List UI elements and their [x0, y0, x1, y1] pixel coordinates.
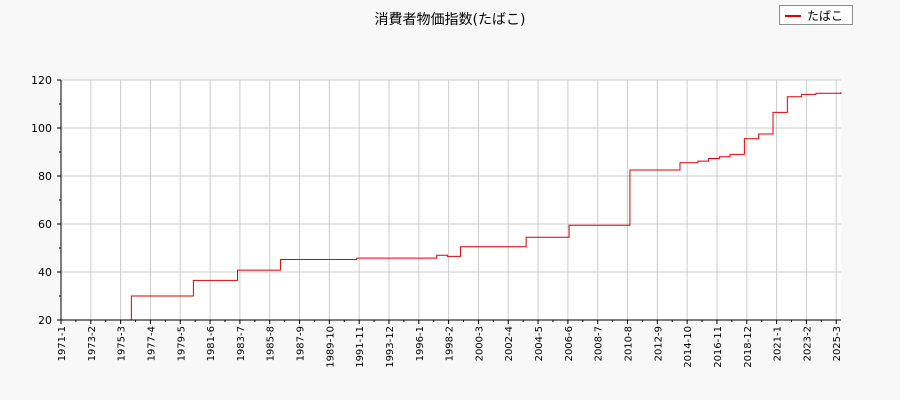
- series-line-tobacco: [61, 92, 842, 321]
- x-tick-label: 2006-6: [564, 326, 575, 361]
- x-tick-label: 2000-3: [474, 326, 485, 361]
- y-tick-label: 120: [31, 74, 52, 87]
- chart-title: 消費者物価指数(たばこ): [374, 12, 526, 28]
- y-tick-label: 20: [38, 314, 52, 327]
- x-tick-label: 2014-10: [683, 326, 694, 368]
- x-tick-label: 2002-4: [504, 326, 515, 361]
- y-tick-label: 60: [38, 218, 52, 231]
- x-tick-label: 1996-1: [415, 326, 426, 361]
- x-tick-label: 1971-1: [57, 326, 68, 361]
- x-tick-label: 1989-10: [325, 326, 336, 368]
- x-tick-label: 1993-12: [385, 326, 396, 368]
- x-tick-label: 1987-9: [296, 326, 307, 361]
- x-tick-label: 2008-7: [594, 326, 605, 361]
- x-tick-label: 2004-5: [534, 326, 545, 361]
- axes-layer: 20 40 60 80 100 120 1971-1 1973-2 1975-3 1977-4 19…: [31, 74, 843, 368]
- legend-swatch-tobacco: [785, 15, 801, 17]
- x-tick-label: 1977-4: [146, 326, 157, 361]
- legend-label-tobacco: たばこ: [807, 9, 844, 23]
- x-tick-label: 1979-5: [176, 326, 187, 361]
- x-tick-label: 1991-11: [355, 326, 366, 368]
- x-tick-label: 2010-8: [624, 326, 635, 361]
- grid-layer: [61, 79, 841, 321]
- plot-area: [61, 80, 841, 320]
- x-tick-label: 2025-3: [832, 326, 843, 361]
- y-tick-label: 100: [31, 122, 52, 135]
- y-tick-label: 80: [38, 170, 52, 183]
- x-tick-label: 1981-6: [206, 326, 217, 361]
- legend: たばこ: [779, 5, 853, 25]
- x-tick-label: 1973-2: [87, 326, 98, 361]
- y-tick-label: 40: [38, 266, 52, 279]
- x-tick-label: 2021-1: [773, 326, 784, 361]
- x-tick-label: 1998-2: [445, 326, 456, 361]
- series-layer: [60, 91, 842, 321]
- x-tick-label: 2018-12: [743, 326, 754, 368]
- x-tick-label: 1983-7: [236, 326, 247, 361]
- x-tick-label: 1985-8: [266, 326, 277, 361]
- x-tick-label: 2016-11: [713, 326, 724, 368]
- x-tick-label: 2012-9: [653, 326, 664, 361]
- x-tick-label: 2023-2: [802, 326, 813, 361]
- x-tick-label: 1975-3: [117, 326, 128, 361]
